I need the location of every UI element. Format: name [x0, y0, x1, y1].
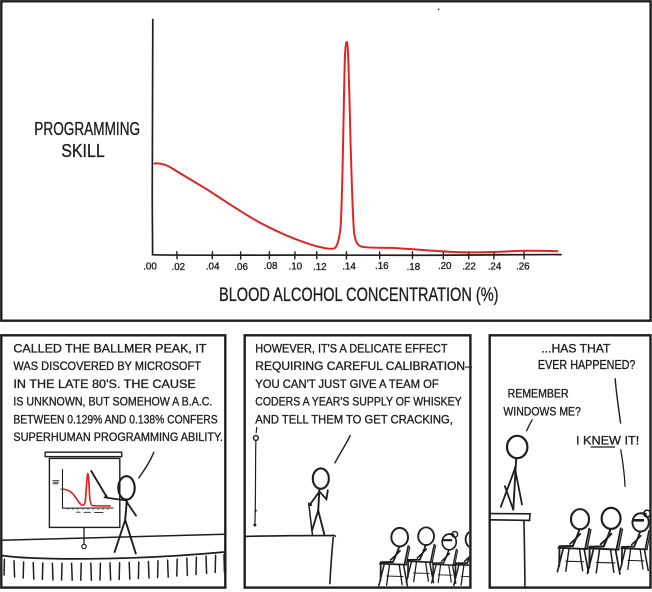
svg-text:.06: .06 — [234, 262, 248, 273]
svg-text:.12: .12 — [313, 262, 327, 273]
svg-text:...HAS THAT: ...HAS THAT — [541, 342, 611, 356]
svg-text:EVER HAPPENED?: EVER HAPPENED? — [538, 358, 636, 372]
svg-text:SUPERHUMAN PROGRAMMING ABILITY: SUPERHUMAN PROGRAMMING ABILITY. — [13, 430, 223, 444]
svg-text:BLOOD ALCOHOL CONCENTRATION (: BLOOD ALCOHOL CONCENTRATION (%) — [219, 285, 499, 306]
svg-text:.18: .18 — [407, 262, 421, 273]
svg-text:.16: .16 — [375, 261, 389, 272]
svg-text:REQUIRING CAREFUL CALIBRATION–: REQUIRING CAREFUL CALIBRATION– — [255, 359, 472, 373]
svg-text:.10: .10 — [288, 262, 302, 273]
svg-text:REMEMBER: REMEMBER — [508, 386, 569, 400]
svg-text:AND TELL THEM TO GET CRACKING,: AND TELL THEM TO GET CRACKING, — [255, 412, 453, 426]
svg-text:.14: .14 — [342, 262, 356, 273]
svg-text:SKILL: SKILL — [61, 140, 105, 161]
svg-text:.00: .00 — [143, 262, 157, 273]
svg-text:.02: .02 — [171, 262, 185, 273]
svg-text:.22: .22 — [462, 262, 476, 273]
svg-text:WINDOWS ME?: WINDOWS ME? — [503, 405, 581, 419]
svg-text:BETWEEN 0.129% AND 0.138% CONF: BETWEEN 0.129% AND 0.138% CONFERS — [13, 412, 217, 426]
svg-text:.20: .20 — [438, 261, 452, 272]
svg-text:YOU CAN'T JUST GIVE A TEAM OF: YOU CAN'T JUST GIVE A TEAM OF — [255, 377, 438, 391]
svg-text:CALLED THE BALLMER PEAK, IT: CALLED THE BALLMER PEAK, IT — [13, 341, 207, 355]
svg-text:I KNEW IT!: I KNEW IT! — [576, 434, 639, 448]
svg-text:CODERS A YEAR'S SUPPLY OF WHIS: CODERS A YEAR'S SUPPLY OF WHISKEY — [255, 395, 461, 409]
svg-text:IN THE LATE 80'S. THE CAUSE: IN THE LATE 80'S. THE CAUSE — [13, 377, 195, 391]
svg-text:.26: .26 — [516, 262, 530, 273]
svg-text:.24: .24 — [488, 262, 502, 273]
svg-text:.04: .04 — [206, 262, 220, 273]
svg-text:WAS DISCOVERED BY MICROSOFT: WAS DISCOVERED BY MICROSOFT — [13, 359, 201, 373]
svg-text:.08: .08 — [264, 261, 278, 272]
svg-text:PROGRAMMING: PROGRAMMING — [34, 118, 140, 139]
svg-text:HOWEVER, IT'S A DELICATE EFFEC: HOWEVER, IT'S A DELICATE EFFECT — [255, 341, 448, 355]
svg-text:IS UNKNOWN, BUT SOMEHOW A B.A.: IS UNKNOWN, BUT SOMEHOW A B.A.C. — [13, 395, 212, 409]
